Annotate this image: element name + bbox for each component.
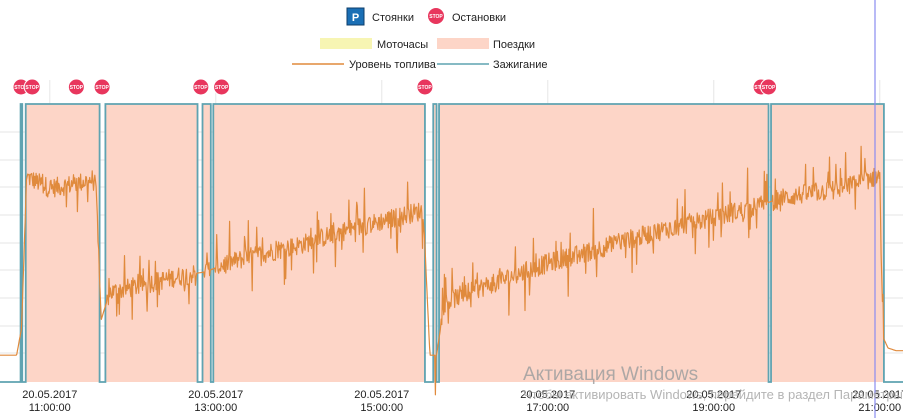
fuel-layer — [0, 145, 903, 396]
x-tick-time: 17:00:00 — [526, 402, 569, 414]
stop-marker[interactable]: STOP — [416, 78, 434, 96]
trip-band[interactable] — [202, 104, 211, 382]
x-tick-time: 21:00:00 — [858, 402, 901, 414]
legend-label-fuel: Уровень топлива — [349, 59, 437, 71]
trip-band[interactable] — [439, 104, 769, 382]
stop-marker[interactable]: STOP — [213, 78, 231, 96]
stop-icon — [192, 78, 210, 96]
engine-hours-swatch — [320, 38, 372, 49]
legend-item-trips[interactable]: Поездки — [437, 38, 535, 51]
stop-marker[interactable]: STOP — [67, 78, 85, 96]
parking-icon-letter: P — [352, 12, 359, 24]
legend-item-fuel[interactable]: Уровень топлива — [292, 59, 437, 71]
trip-band[interactable] — [771, 104, 884, 382]
x-tick-time: 19:00:00 — [692, 402, 735, 414]
stop-icon-text: STOP — [429, 14, 443, 20]
stop-icon-text: STOP — [95, 85, 109, 91]
stop-icon-text: STOP — [418, 85, 432, 91]
stop-icon-text: STOP — [194, 85, 208, 91]
parking-icon — [346, 7, 365, 26]
stop-marker[interactable]: STOP — [760, 78, 778, 96]
markers-layer: STOPSTOPSTOPSTOPSTOPSTOPSTOPSTOPSTOPP — [12, 78, 778, 96]
stop-marker[interactable]: STOP — [192, 78, 210, 96]
legend-item-ignition[interactable]: Зажигание — [437, 59, 548, 71]
trips-layer — [20, 104, 884, 382]
legend: P Стоянки STOP Остановки Моточасы Поездк… — [292, 7, 548, 71]
stop-icon-text: STOP — [25, 85, 39, 91]
trip-band[interactable] — [25, 104, 100, 382]
stop-icon — [428, 8, 444, 24]
x-axis-ticks: 20.05.201711:00:0020.05.201713:00:0020.0… — [22, 389, 903, 414]
x-tick-date: 20.05.2017 — [852, 389, 903, 401]
stop-icon — [93, 78, 111, 96]
legend-label-parkings: Стоянки — [372, 12, 414, 24]
legend-label-stops: Остановки — [452, 12, 506, 24]
stop-icon — [67, 78, 85, 96]
x-tick-date: 20.05.2017 — [686, 389, 741, 401]
fuel-level-line — [0, 145, 903, 396]
legend-item-stops[interactable]: STOP Остановки — [428, 8, 506, 24]
legend-item-parking[interactable]: P Стоянки — [346, 7, 414, 26]
legend-label-engine-hours: Моточасы — [377, 39, 428, 51]
stop-icon — [416, 78, 434, 96]
x-tick-time: 13:00:00 — [194, 402, 237, 414]
stop-icon-text: STOP — [70, 85, 84, 91]
ignition-line — [0, 103, 903, 383]
stop-icon — [213, 78, 231, 96]
stop-icon-text: STOP — [762, 85, 776, 91]
x-tick-time: 15:00:00 — [360, 402, 403, 414]
trip-band[interactable] — [105, 104, 198, 382]
trips-swatch — [437, 38, 489, 49]
legend-item-engine-hours[interactable]: Моточасы — [320, 38, 428, 51]
watermark-subtitle: Чтобы активировать Windows, перейдите в … — [523, 387, 903, 402]
stop-marker[interactable]: STOP — [93, 78, 111, 96]
ignition-layer — [0, 103, 903, 383]
windows-activation-watermark: Активация Windows Чтобы активировать Win… — [523, 364, 903, 402]
stop-icon-text: STOP — [215, 85, 229, 91]
watermark-title: Активация Windows — [523, 364, 698, 385]
stop-marker[interactable]: STOP — [23, 78, 41, 96]
x-tick-time: 11:00:00 — [29, 402, 71, 414]
stop-icon-text: STOP — [14, 85, 28, 91]
x-tick-date: 20.05.2017 — [354, 389, 409, 401]
x-tick-date: 20.05.2017 — [520, 389, 575, 401]
x-tick-date: 20.05.2017 — [188, 389, 243, 401]
legend-label-ignition: Зажигание — [493, 59, 548, 71]
x-tick-date: 20.05.2017 — [22, 389, 77, 401]
stop-icon — [760, 78, 778, 96]
legend-label-trips: Поездки — [493, 39, 535, 51]
stop-icon — [23, 78, 41, 96]
trip-band[interactable] — [433, 104, 437, 382]
